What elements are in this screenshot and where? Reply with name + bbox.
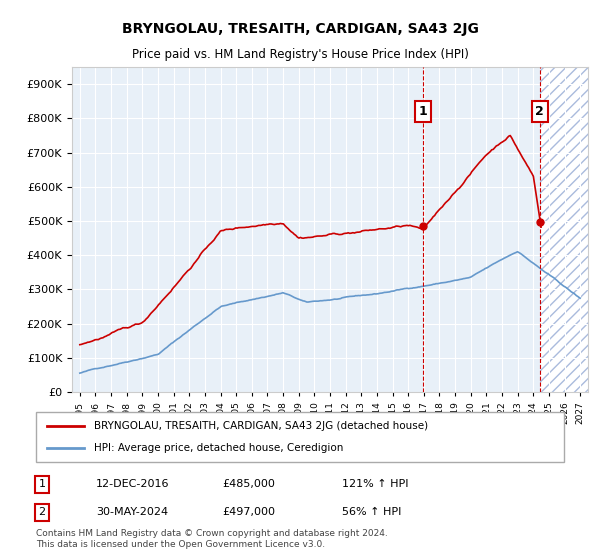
Text: 1: 1 <box>419 105 427 118</box>
Text: 121% ↑ HPI: 121% ↑ HPI <box>342 479 409 489</box>
Bar <box>540 67 588 392</box>
Text: £485,000: £485,000 <box>222 479 275 489</box>
Text: BRYNGOLAU, TRESAITH, CARDIGAN, SA43 2JG (detached house): BRYNGOLAU, TRESAITH, CARDIGAN, SA43 2JG … <box>94 421 428 431</box>
Bar <box>540 67 588 392</box>
Text: BRYNGOLAU, TRESAITH, CARDIGAN, SA43 2JG: BRYNGOLAU, TRESAITH, CARDIGAN, SA43 2JG <box>122 22 478 36</box>
FancyBboxPatch shape <box>36 412 564 462</box>
Text: 2: 2 <box>38 507 46 517</box>
Text: 12-DEC-2016: 12-DEC-2016 <box>96 479 170 489</box>
Text: 56% ↑ HPI: 56% ↑ HPI <box>342 507 401 517</box>
Text: HPI: Average price, detached house, Ceredigion: HPI: Average price, detached house, Cere… <box>94 443 343 453</box>
Text: Contains HM Land Registry data © Crown copyright and database right 2024.
This d: Contains HM Land Registry data © Crown c… <box>36 529 388 549</box>
Text: 1: 1 <box>38 479 46 489</box>
Text: £497,000: £497,000 <box>222 507 275 517</box>
Text: Price paid vs. HM Land Registry's House Price Index (HPI): Price paid vs. HM Land Registry's House … <box>131 48 469 60</box>
Text: 30-MAY-2024: 30-MAY-2024 <box>96 507 168 517</box>
Text: 2: 2 <box>535 105 544 118</box>
